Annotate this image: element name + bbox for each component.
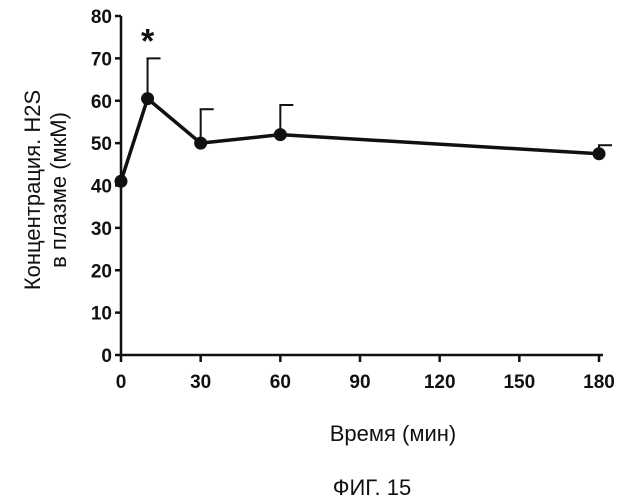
y-tick-label: 80: [91, 7, 112, 28]
y-tick-label: 60: [91, 92, 112, 113]
y-tick-label: 30: [91, 219, 112, 240]
data-point: [274, 128, 287, 141]
series: [121, 99, 599, 182]
y-tick-label: 0: [101, 346, 112, 367]
y-axis-label-line-2: в плазме (мкМ): [46, 112, 71, 268]
y-tick-label: 50: [91, 134, 112, 155]
figure-caption: ФИГ. 15: [333, 475, 411, 500]
x-tick-label: 150: [503, 372, 535, 393]
y-tick-label: 70: [91, 49, 112, 70]
data-point: [141, 92, 154, 105]
data-point: [115, 175, 128, 188]
y-tick-label: 10: [91, 304, 112, 325]
y-tick-label: 40: [91, 177, 112, 198]
annotations: *: [141, 22, 155, 60]
y-axis-label-line-1: Концентрация. H2S: [20, 90, 45, 290]
x-tick-label: 120: [424, 372, 456, 393]
data-point: [194, 137, 207, 150]
x-tick-label: 90: [349, 372, 370, 393]
y-axis-label: Концентрация. H2S в плазме (мкМ): [20, 90, 71, 290]
x-tick-label: 60: [270, 372, 291, 393]
data-point: [593, 147, 606, 160]
x-tick-label: 180: [583, 372, 615, 393]
ticks: 0 10 20 30 40 50 60 70 80 0 30 60 90 120 150 180: [91, 7, 615, 393]
x-axis-label: Время (мин): [330, 421, 457, 446]
axes: [121, 16, 603, 355]
x-tick-label: 30: [190, 372, 211, 393]
significance-marker: *: [141, 22, 155, 60]
y-tick-label: 20: [91, 261, 112, 282]
x-tick-label: 0: [116, 372, 127, 393]
series-line: [121, 99, 599, 182]
